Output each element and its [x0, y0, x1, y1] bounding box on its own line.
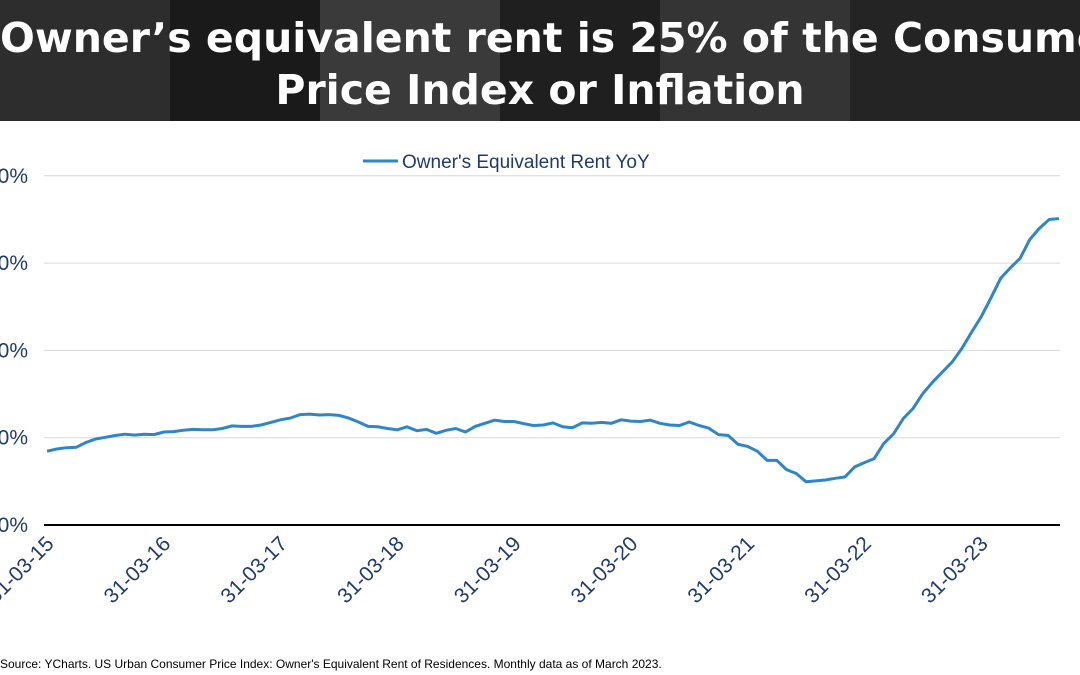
x-tick-label: 31-03-22	[800, 532, 876, 608]
source-note: Source: YCharts. US Urban Consumer Price…	[0, 657, 662, 671]
y-tick-label: 6.00%	[0, 252, 28, 275]
photo-tile	[660, 0, 850, 121]
photo-tile	[0, 0, 170, 121]
y-tick-label: 4.00%	[0, 339, 28, 362]
x-tick-label: 31-03-20	[567, 532, 643, 608]
x-tick-label: 31-03-19	[450, 532, 526, 608]
x-tick-label: 31-03-15	[0, 532, 59, 608]
banner-title-line-1: Owner’s equivalent rent is 25% of the Co…	[0, 14, 1080, 62]
photo-tile	[500, 0, 660, 121]
x-tick-label: 31-03-21	[683, 532, 759, 608]
banner-title-line-2: Price Index or Inflation	[275, 66, 805, 114]
legend-entry: Owner's Equivalent Rent YoY	[402, 152, 650, 173]
x-tick-label: 31-03-16	[100, 532, 176, 608]
photo-tile	[320, 0, 500, 121]
y-tick-label: 0.00%	[0, 514, 28, 537]
banner-shade	[0, 0, 1080, 121]
y-tick-label: 8.00%	[0, 165, 28, 188]
series-line-owners-equivalent-rent	[46, 217, 1060, 484]
x-tick-label: 31-03-18	[333, 532, 409, 608]
x-tick-label: 31-03-17	[216, 532, 292, 608]
legend: Owner's Equivalent Rent YoY	[363, 152, 650, 173]
line-chart: 0.00%2.00%4.00%6.00%8.00% 31-03-1531-03-…	[0, 152, 1060, 608]
x-tick-labels: 31-03-15 31-03-16 31-03-17 31-03-18 31-03-19…	[0, 532, 993, 608]
y-tick-label: 2.00%	[0, 427, 28, 450]
x-tick-label: 31-03-23	[917, 532, 993, 608]
photo-tile	[850, 0, 1080, 121]
y-tick-labels: 0.00% 2.00% 4.00% 6.00% 8.00%	[0, 165, 28, 537]
photo-tile	[170, 0, 320, 121]
gridlines	[44, 175, 1060, 526]
banner-title: Owner’s equivalent rent is 25% of the Co…	[0, 12, 1080, 116]
header-banner: Owner’s equivalent rent is 25% of the Co…	[0, 0, 1080, 121]
